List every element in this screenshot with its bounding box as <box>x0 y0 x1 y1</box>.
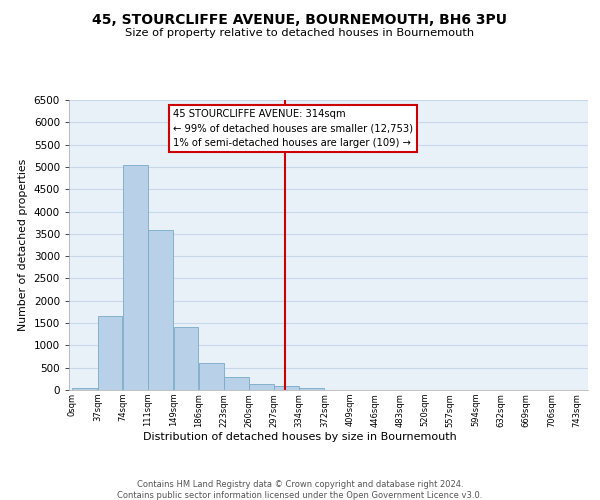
Y-axis label: Number of detached properties: Number of detached properties <box>18 159 28 331</box>
Text: Contains public sector information licensed under the Open Government Licence v3: Contains public sector information licen… <box>118 491 482 500</box>
Bar <box>299 388 324 390</box>
Bar <box>274 386 299 390</box>
Text: Size of property relative to detached houses in Bournemouth: Size of property relative to detached ho… <box>125 28 475 38</box>
Text: Distribution of detached houses by size in Bournemouth: Distribution of detached houses by size … <box>143 432 457 442</box>
Text: Contains HM Land Registry data © Crown copyright and database right 2024.: Contains HM Land Registry data © Crown c… <box>137 480 463 489</box>
Bar <box>148 230 173 390</box>
Bar <box>199 363 224 390</box>
Bar <box>173 326 199 390</box>
Bar <box>224 376 248 390</box>
Bar <box>249 384 274 390</box>
Bar <box>73 388 97 390</box>
Text: 45 STOURCLIFFE AVENUE: 314sqm
← 99% of detached houses are smaller (12,753)
1% o: 45 STOURCLIFFE AVENUE: 314sqm ← 99% of d… <box>173 109 413 148</box>
Text: 45, STOURCLIFFE AVENUE, BOURNEMOUTH, BH6 3PU: 45, STOURCLIFFE AVENUE, BOURNEMOUTH, BH6… <box>92 12 508 26</box>
Bar <box>122 164 148 390</box>
Bar <box>98 316 122 390</box>
